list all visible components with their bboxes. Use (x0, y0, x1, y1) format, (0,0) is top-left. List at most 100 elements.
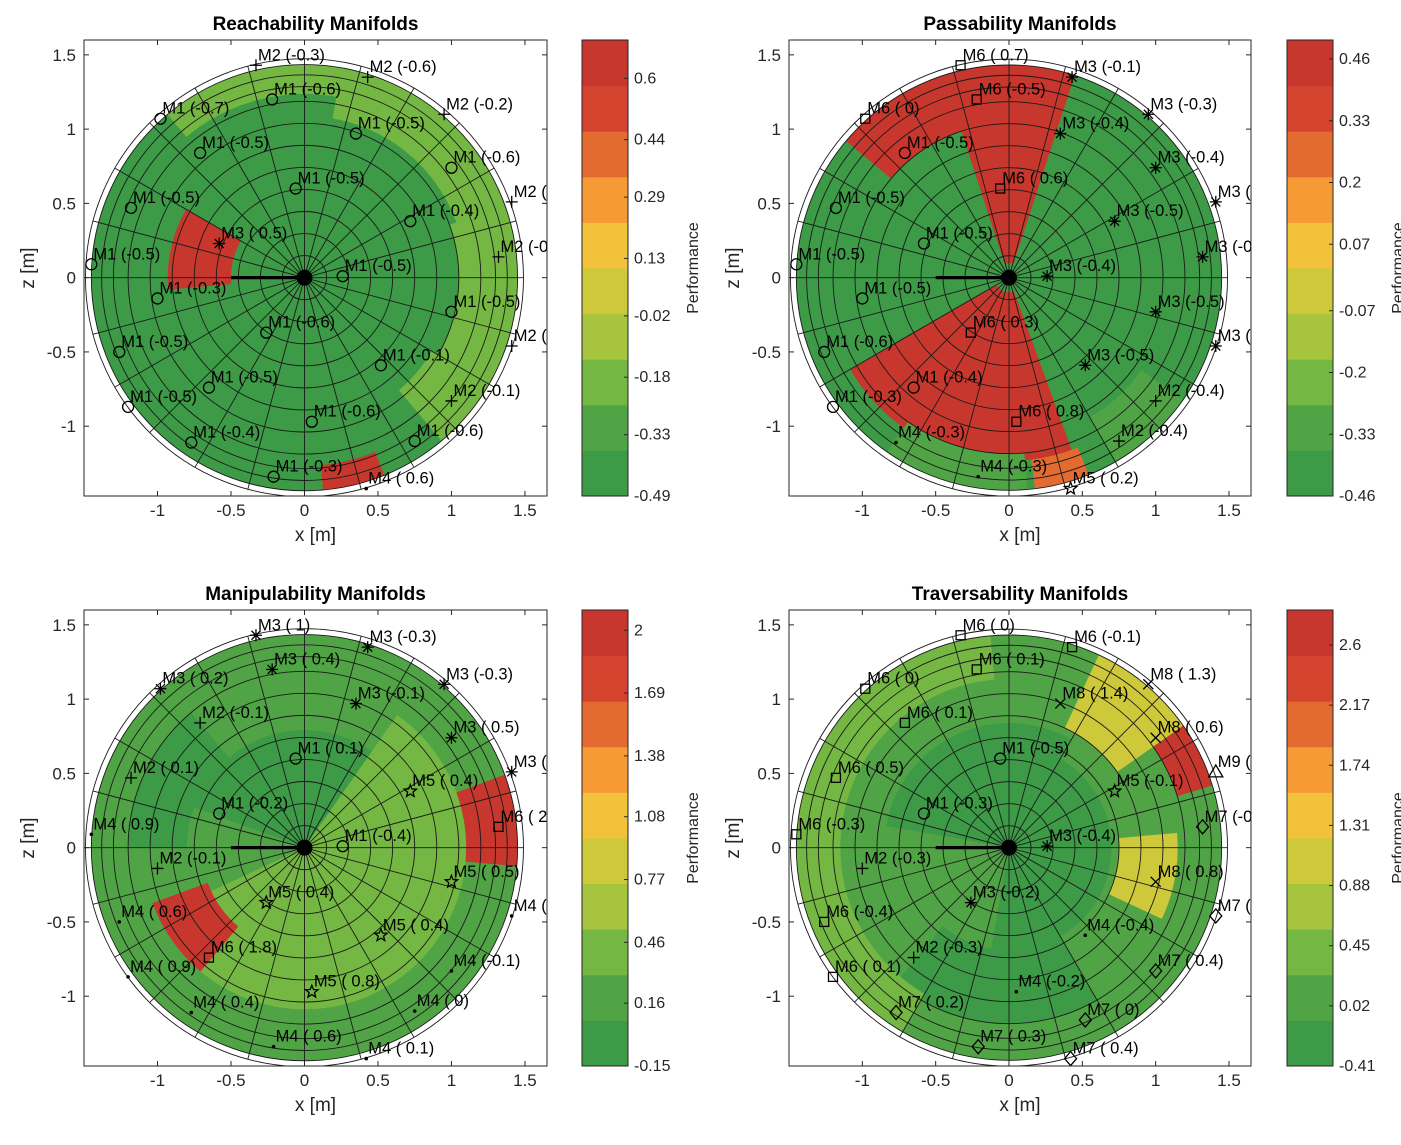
grid-spoke (1008, 636, 1066, 848)
colorbar-segment (1287, 610, 1333, 657)
x-axis-label: x [m] (999, 525, 1040, 546)
region-4 (167, 209, 241, 290)
point-label: M6 ( 0.1) (979, 650, 1045, 668)
grid-spoke (247, 277, 305, 490)
data-point-2 (860, 113, 871, 124)
grid-spoke (1008, 167, 1199, 279)
axes-box (788, 39, 1252, 497)
data-point-17 (373, 926, 389, 943)
grid-spoke (304, 847, 460, 1003)
data-point-18 (1113, 435, 1125, 448)
grid-spoke (899, 88, 1010, 278)
point-label: M1 (-0.5) (926, 224, 993, 242)
data-point-20 (889, 1004, 903, 1021)
grid-spoke (304, 737, 495, 849)
y-tick-label: 0 (772, 269, 781, 288)
data-point-7 (505, 765, 518, 778)
data-point-1 (361, 641, 374, 654)
colorbar-tick-label: -0.15 (634, 1058, 671, 1075)
grid-spoke (854, 847, 1010, 1003)
point-label: M1 (-0.5) (453, 293, 520, 311)
data-point-5 (349, 697, 362, 710)
point-label: M6 (-0.5) (979, 80, 1046, 98)
colorbar-segment (582, 746, 628, 793)
grid-spoke (1008, 847, 1066, 1059)
point-label: M1 (-0.5) (864, 279, 931, 297)
x-tick-label: 0 (300, 501, 309, 520)
grid-spoke (1008, 220, 1221, 279)
point-label: M2 (-0.1) (500, 238, 567, 256)
data-point-2 (266, 663, 279, 676)
colorbar-segment (582, 655, 628, 702)
colorbar-tick-label: 1.08 (634, 809, 665, 826)
data-point-24 (305, 415, 318, 428)
colorbar-segment (1287, 404, 1333, 451)
point-label: M1 (-0.6) (268, 314, 335, 332)
colorbar-tick-label: 2.6 (1339, 637, 1361, 654)
point-label: M3 (-0.1) (358, 685, 425, 703)
grid-spoke (1008, 847, 1221, 905)
point-label: M3 (-0.2) (973, 884, 1040, 902)
grid-spoke (194, 87, 305, 278)
data-point-19 (260, 326, 273, 339)
colorbar-frame (581, 39, 629, 497)
x-axis-label: x [m] (999, 1095, 1040, 1116)
point-label: M5 ( 0.4) (268, 884, 334, 902)
data-point-28 (1083, 933, 1088, 938)
data-point-13 (1041, 270, 1054, 283)
colorbar-tick-label: -0.33 (1339, 426, 1376, 443)
data-point-13 (1207, 763, 1224, 778)
point-label: M3 (-0.5) (1158, 293, 1225, 311)
x-tick-label: -1 (855, 1071, 870, 1090)
colorbar-frame (1286, 39, 1334, 497)
data-point-19 (1148, 962, 1163, 979)
data-point-14 (1149, 305, 1162, 318)
point-label: M5 ( 0.4) (412, 772, 478, 790)
region-5 (1089, 370, 1184, 462)
point-label: M2 (-0.3) (258, 46, 325, 64)
data-point-7 (1142, 108, 1155, 121)
y-tick-label: 0 (772, 839, 781, 858)
data-point-6 (445, 731, 458, 744)
colorbar-segment (582, 40, 628, 87)
point-label: M3 (-0.5) (1218, 183, 1285, 201)
point-label: M3 ( 0.2) (162, 670, 228, 688)
y-tick-label: -1 (61, 417, 76, 436)
point-label: M1 (-0.5) (798, 245, 865, 263)
x-tick-label: -0.5 (216, 501, 245, 520)
y-axis-label: z [m] (18, 817, 39, 858)
x-tick-label: 1 (1151, 1071, 1160, 1090)
y-axis-label: z [m] (723, 817, 744, 858)
point-label: M6 ( 0.5) (838, 759, 904, 777)
point-label: M2 ( 0.1) (133, 759, 199, 777)
colorbar-segment (582, 313, 628, 360)
colorbar-segment (1287, 929, 1333, 976)
point-label: M7 ( 0.4) (1218, 897, 1284, 915)
colorbar-segment (582, 268, 628, 315)
data-point-19 (898, 146, 912, 160)
axes-box (83, 39, 548, 497)
grid-spoke (92, 277, 305, 335)
data-point-28 (976, 474, 980, 479)
data-point-4 (899, 717, 911, 729)
data-point-4 (154, 682, 167, 695)
grid-spoke (1008, 847, 1119, 1038)
point-label: M1 (-0.4) (412, 202, 479, 220)
chart-panel-0: M2 (-0.3) M2 (-0.6) M2 (-0.2) M2 ( 0.4) M2 (… (18, 14, 702, 546)
colorbar-segment (1287, 838, 1333, 885)
data-point-0 (249, 629, 262, 642)
y-tick-label: 0.5 (757, 764, 781, 783)
grid-spoke (952, 66, 1010, 278)
data-point-11 (1150, 732, 1162, 744)
data-point-16 (1079, 359, 1092, 372)
grid-spoke (247, 635, 305, 848)
grid-spoke (1008, 66, 1066, 278)
data-point-27 (907, 951, 920, 964)
point-label: M6 ( 0.1) (907, 704, 973, 722)
grid-spoke (952, 277, 1010, 489)
x-tick-label: 1 (1151, 501, 1160, 520)
point-label: M2 (-0.4) (1158, 382, 1225, 400)
data-point-14 (404, 215, 417, 228)
data-point-6 (1066, 71, 1079, 84)
colorbar-tick-label: -0.33 (634, 427, 671, 444)
